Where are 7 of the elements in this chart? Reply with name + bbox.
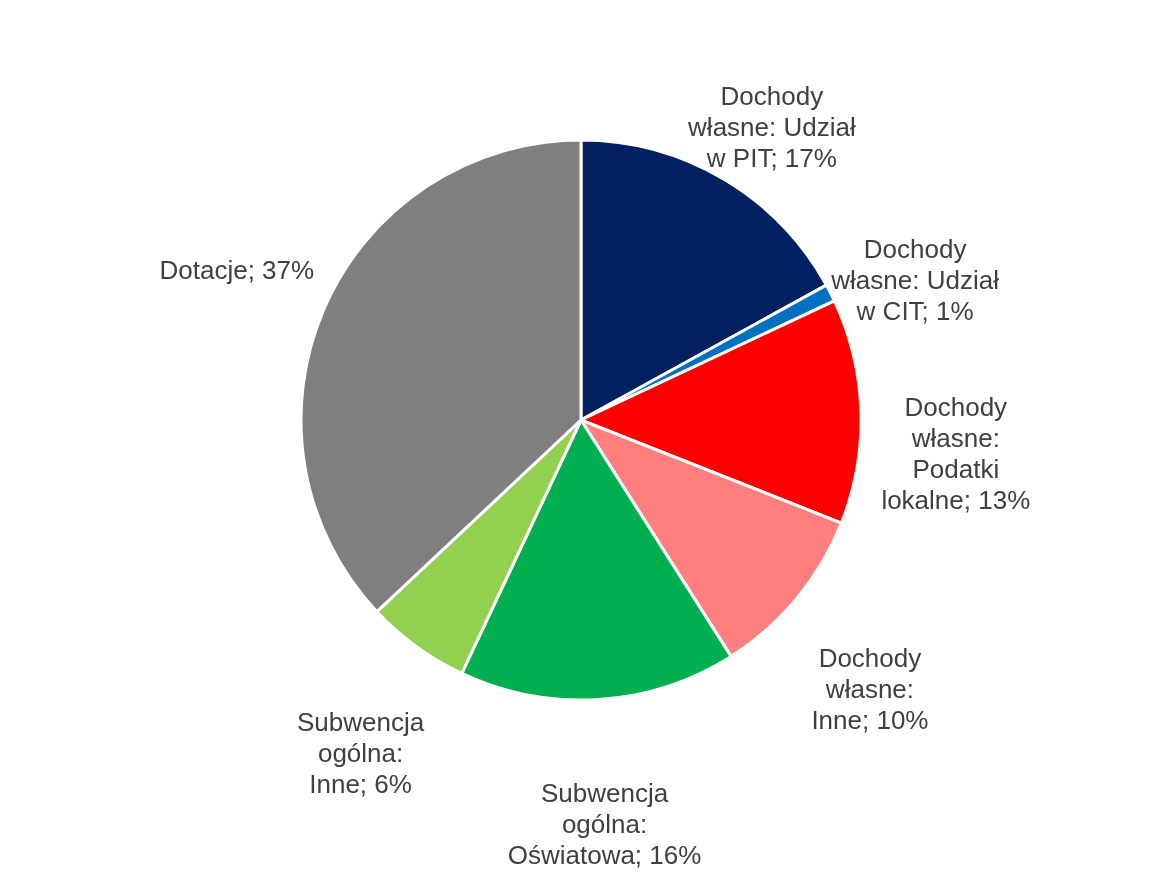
slice-label: Dochody własne: Udział w CIT; 1% [830, 233, 1000, 326]
slice-label: Dochody własne: Podatki lokalne; 13% [881, 392, 1031, 516]
slice-label: Dochody własne: Udział w PIT; 17% [687, 81, 856, 174]
slice-label: Dotacje; 37% [159, 255, 315, 286]
slice-label: Subwencja ogólna: Inne; 6% [296, 707, 425, 800]
slice-label: Dochody własne: Inne; 10% [811, 643, 929, 736]
slice-label: Subwencja ogólna: Oświatowa; 16% [507, 778, 702, 871]
